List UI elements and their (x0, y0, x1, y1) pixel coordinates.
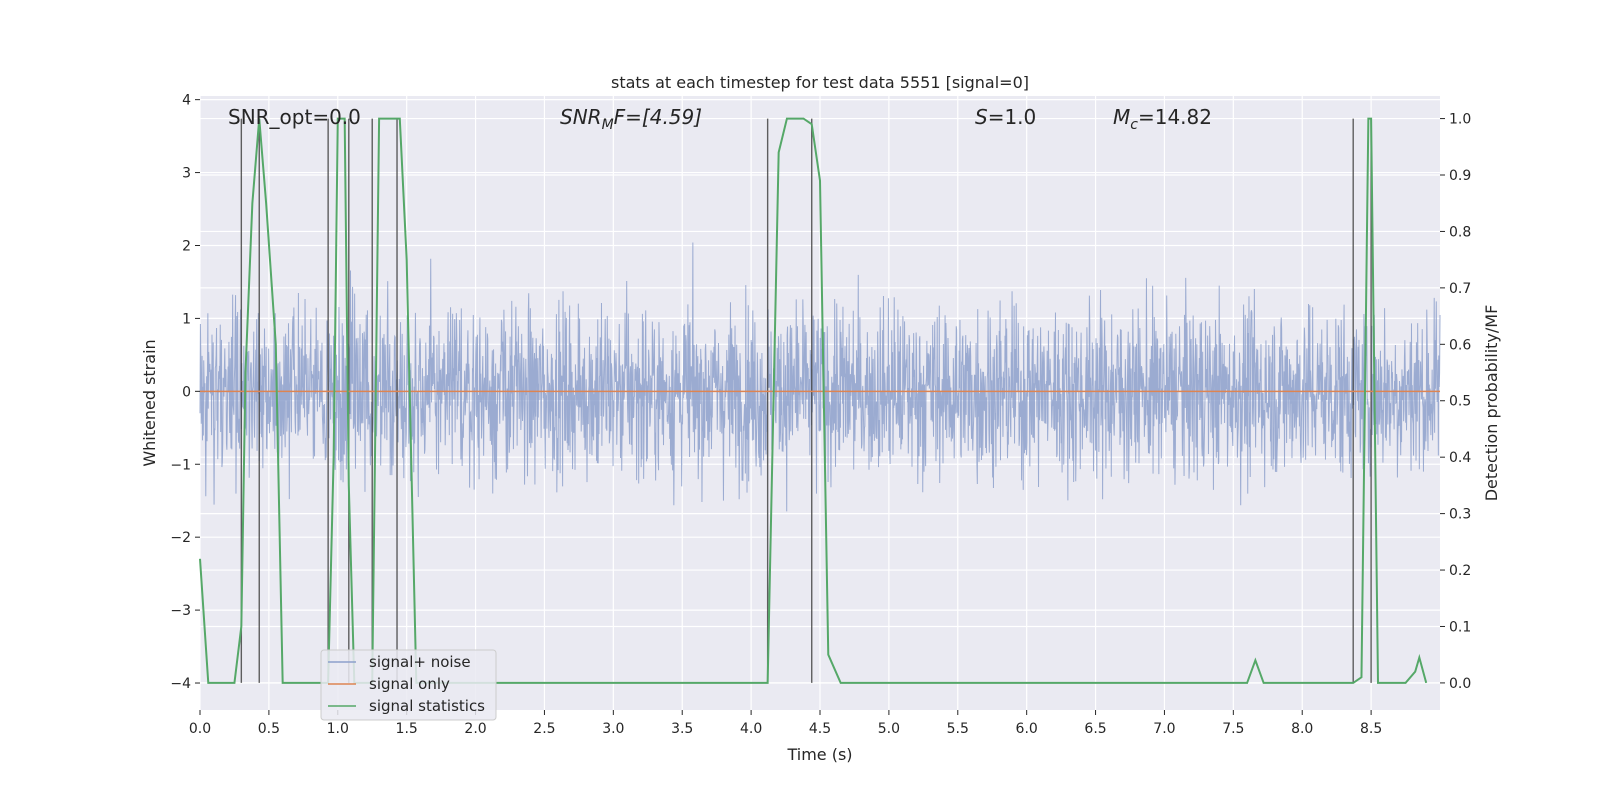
y2-tick-label: 0.8 (1449, 224, 1471, 240)
annotation-snr-mf-main: SNR (560, 105, 602, 129)
annotation-snr-mf: SNRMF=[4.59] (560, 105, 702, 133)
y-axis-label: Whitened strain (140, 339, 159, 466)
y-tick-label: 3 (182, 166, 191, 182)
x-tick-label: 8.0 (1291, 721, 1313, 737)
signal-statistics-series (199, 117, 1428, 684)
y-axis-ticks: 4 3 2 1 0 −1 −2 −3 −4 (170, 93, 200, 692)
x-tick-label: 7.5 (1222, 721, 1244, 737)
legend-box (320, 649, 497, 721)
y-tick-label: −3 (170, 603, 191, 619)
x-tick-label: 0.5 (258, 721, 280, 737)
y-tick-label: 1 (182, 311, 191, 327)
x-tick-label: 2.5 (533, 721, 555, 737)
x-tick-label: 6.0 (1016, 721, 1038, 737)
y2-tick-label: 0.0 (1449, 676, 1471, 692)
x-tick-label: 2.0 (464, 721, 486, 737)
annotation-snr-mf-sub: M (602, 117, 614, 133)
annotation-s-rest: =1.0 (988, 105, 1037, 129)
x-tick-label: 1.5 (396, 721, 418, 737)
annotation-snr-mf-rest: F=[4.59] (614, 105, 702, 129)
annotation-s-main: S (975, 105, 988, 129)
y2-tick-label: 1.0 (1449, 112, 1471, 128)
y-tick-label: 4 (182, 93, 191, 109)
x-tick-label: 6.5 (1084, 721, 1106, 737)
y2-tick-label: 0.7 (1449, 281, 1471, 297)
y2-tick-label: 0.4 (1449, 450, 1471, 466)
y-tick-label: 0 (182, 384, 191, 400)
y2-tick-label: 0.5 (1449, 394, 1471, 410)
legend-label-signal-noise: signal+ noise (369, 653, 471, 671)
signal-statistics-line (199, 117, 1428, 684)
legend-label-signal-statistics: signal statistics (369, 697, 485, 715)
legend-label-signal-only: signal only (369, 675, 450, 693)
y-tick-label: −1 (170, 457, 191, 473)
y-tick-label: −4 (170, 676, 191, 692)
y2-tick-label: 0.3 (1449, 507, 1471, 523)
x-tick-label: 5.0 (878, 721, 900, 737)
x-tick-label: 5.5 (947, 721, 969, 737)
annotation-mc-main: M (1113, 105, 1130, 129)
annotation-mc-rest: =14.82 (1138, 105, 1212, 129)
x-tick-label: 8.5 (1360, 721, 1382, 737)
annotation-snr-opt: SNR_opt=0.0 (228, 105, 361, 129)
y2-tick-label: 0.6 (1449, 337, 1471, 353)
x-axis-label: Time (s) (786, 745, 852, 764)
x-tick-label: 4.0 (740, 721, 762, 737)
x-tick-label: 3.5 (671, 721, 693, 737)
legend: signal+ noise signal only signal statist… (320, 649, 497, 721)
x-tick-label: 7.0 (1153, 721, 1175, 737)
x-tick-label: 1.0 (327, 721, 349, 737)
x-tick-label: 0.0 (189, 721, 211, 737)
y-tick-label: 2 (182, 238, 191, 254)
chart-title: stats at each timestep for test data 555… (611, 73, 1029, 92)
y2-tick-label: 0.2 (1449, 563, 1471, 579)
x-axis-ticks: 0.0 0.5 1.0 1.5 2.0 2.5 3.0 3.5 4.0 4.5 5.0 5.5 6.0 6… (189, 710, 1382, 737)
signal-noise-series (199, 242, 1441, 512)
y2-tick-label: 0.1 (1449, 619, 1471, 635)
y2-axis-label: Detection probability/MF (1482, 305, 1501, 502)
y-tick-label: −2 (170, 530, 191, 546)
annotation-mc: Mc=14.82 (1113, 105, 1212, 133)
x-tick-label: 3.0 (602, 721, 624, 737)
y2-tick-label: 0.9 (1449, 168, 1471, 184)
x-tick-label: 4.5 (809, 721, 831, 737)
annotation-mc-sub: c (1130, 117, 1138, 133)
signal-noise-line (199, 242, 1441, 512)
annotation-s: S=1.0 (975, 105, 1036, 129)
y2-axis-ticks: 1.0 0.9 0.8 0.7 0.6 0.5 0.4 0.3 0.2 0.1 0.0 (1440, 112, 1471, 692)
